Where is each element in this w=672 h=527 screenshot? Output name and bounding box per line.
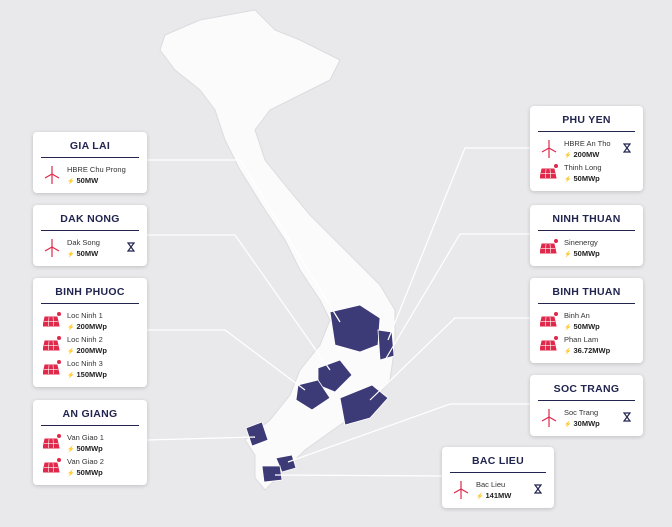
project-name: HBRE An Tho xyxy=(564,139,611,148)
leader-line xyxy=(147,159,341,323)
project-capacity: 141MW xyxy=(476,491,546,500)
province-card: PHU YEN HBRE An Tho 200MW Thinh Long 50MWp xyxy=(530,106,643,191)
solar-icon xyxy=(43,312,61,327)
project-name: Soc Trang xyxy=(564,408,599,417)
project-capacity: 50MWp xyxy=(67,468,139,477)
project-name: Dak Song xyxy=(67,238,100,247)
province-name: BAC LIEU xyxy=(450,455,546,473)
province-card: DAK NONG Dak Song 50MW xyxy=(33,205,147,266)
leader-line xyxy=(287,403,530,463)
leader-line xyxy=(146,436,256,441)
hourglass-icon xyxy=(623,412,631,422)
project: Bac Lieu 141MW xyxy=(450,478,546,502)
project-capacity: 50MW xyxy=(67,249,139,258)
project: Thinh Long 50MWp xyxy=(538,161,635,185)
province-name: PHU YEN xyxy=(538,114,635,132)
project-name: Loc Ninh 2 xyxy=(67,335,103,344)
project-capacity: 50MWp xyxy=(564,322,635,331)
project: Van Giao 2 50MWp xyxy=(41,455,139,479)
project-name: Bac Lieu xyxy=(476,480,506,489)
project-capacity: 36.72MWp xyxy=(564,346,635,355)
province-gia-lai xyxy=(329,304,381,353)
solar-icon xyxy=(43,360,61,375)
project: Dak Song 50MW xyxy=(41,236,139,260)
project-capacity: 50MWp xyxy=(67,444,139,453)
province-card: BINH PHUOC Loc Ninh 1 200MWp Loc Ninh 2 200M… xyxy=(33,278,147,387)
hourglass-icon xyxy=(623,143,631,153)
project-capacity: 50MWp xyxy=(564,174,635,183)
province-name: AN GIANG xyxy=(41,408,139,426)
leader-line xyxy=(387,147,530,341)
project-capacity: 200MW xyxy=(564,150,635,159)
solar-icon xyxy=(540,336,558,351)
project: HBRE An Tho 200MW xyxy=(538,137,635,161)
province-card: NINH THUAN Sinenergy 50MWp xyxy=(530,205,643,266)
project: Binh An 50MWp xyxy=(538,309,635,333)
province-card: GIA LAI HBRE Chu Prong 50MW xyxy=(33,132,147,193)
wind-icon xyxy=(44,166,60,184)
leader-line xyxy=(384,233,530,361)
province-binh-phuoc xyxy=(295,379,331,411)
wind-icon xyxy=(453,481,469,499)
solar-icon xyxy=(43,336,61,351)
province-name: BINH PHUOC xyxy=(41,286,139,304)
wind-icon xyxy=(541,409,557,427)
leader-line xyxy=(147,234,331,371)
solar-icon xyxy=(540,164,558,179)
province-phu-yen xyxy=(377,329,395,361)
project-name: Thinh Long xyxy=(564,163,602,172)
project-name: HBRE Chu Prong xyxy=(67,165,126,174)
leader-line xyxy=(274,474,443,477)
province-bac-lieu xyxy=(261,465,283,483)
solar-icon xyxy=(540,312,558,327)
solar-icon xyxy=(43,434,61,449)
project-name: Loc Ninh 1 xyxy=(67,311,103,320)
project-name: Binh An xyxy=(564,311,590,320)
solar-icon xyxy=(540,239,558,254)
project: Loc Ninh 3 150MWp xyxy=(41,357,139,381)
province-card: BINH THUAN Binh An 50MWp Phan Lam 36.72MWp xyxy=(530,278,643,363)
project: Sinenergy 50MWp xyxy=(538,236,635,260)
project-capacity: 50MW xyxy=(67,176,139,185)
project-capacity: 200MWp xyxy=(67,322,139,331)
project: Van Giao 1 50MWp xyxy=(41,431,139,455)
project-name: Sinenergy xyxy=(564,238,598,247)
province-name: NINH THUAN xyxy=(538,213,635,231)
province-an-giang xyxy=(245,421,269,447)
province-name: GIA LAI xyxy=(41,140,139,158)
project-capacity: 30MWp xyxy=(564,419,635,428)
project: HBRE Chu Prong 50MW xyxy=(41,163,139,187)
project-name: Van Giao 2 xyxy=(67,457,104,466)
wind-icon xyxy=(541,140,557,158)
project-name: Phan Lam xyxy=(564,335,599,344)
wind-icon xyxy=(44,239,60,257)
leader-lines xyxy=(146,147,530,477)
province-card: SOC TRANG Soc Trang 30MWp xyxy=(530,375,643,436)
project: Phan Lam 36.72MWp xyxy=(538,333,635,357)
leader-line xyxy=(147,329,306,391)
project: Loc Ninh 1 200MWp xyxy=(41,309,139,333)
project-capacity: 200MWp xyxy=(67,346,139,355)
project: Soc Trang 30MWp xyxy=(538,406,635,430)
hourglass-icon xyxy=(127,242,135,252)
province-name: DAK NONG xyxy=(41,213,139,231)
province-name: BINH THUAN xyxy=(538,286,635,304)
solar-icon xyxy=(43,458,61,473)
project: Loc Ninh 2 200MWp xyxy=(41,333,139,357)
province-card: AN GIANG Van Giao 1 50MWp Van Giao 2 50MWp xyxy=(33,400,147,485)
hourglass-icon xyxy=(534,484,542,494)
project-name: Loc Ninh 3 xyxy=(67,359,103,368)
project-capacity: 50MWp xyxy=(564,249,635,258)
project-name: Van Giao 1 xyxy=(67,433,104,442)
project-capacity: 150MWp xyxy=(67,370,139,379)
province-name: SOC TRANG xyxy=(538,383,635,401)
leader-line xyxy=(369,317,530,401)
province-card: BAC LIEU Bac Lieu 141MW xyxy=(442,447,554,508)
